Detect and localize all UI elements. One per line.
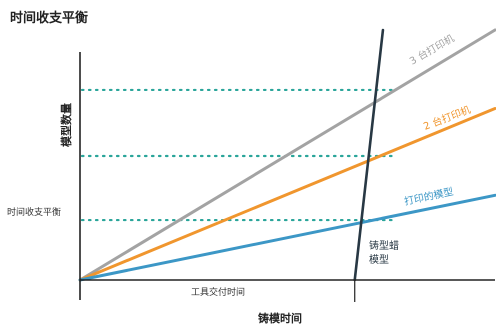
chart-title: 时间收支平衡 <box>10 10 88 26</box>
break-even-guides <box>80 88 397 222</box>
series-line-2-printers <box>78 107 496 282</box>
series-lines <box>78 28 496 282</box>
y-axis-title: 模型数量 <box>59 103 73 147</box>
series-label-wax-line1: 铸型蜡 <box>369 239 399 252</box>
break-even-marker-label: 时间收支平衡 <box>7 206 61 218</box>
tool-delivery-label: 工具交付时间 <box>191 286 245 298</box>
series-line-wax-model <box>353 28 385 282</box>
series-line-printed-model <box>78 193 496 282</box>
series-label-3-printers: 3 台打印机 <box>407 32 456 68</box>
series-label-wax-line2: 模型 <box>369 253 389 266</box>
series-line-3-printers <box>78 28 496 282</box>
x-axis-title: 铸模时间 <box>258 311 302 325</box>
